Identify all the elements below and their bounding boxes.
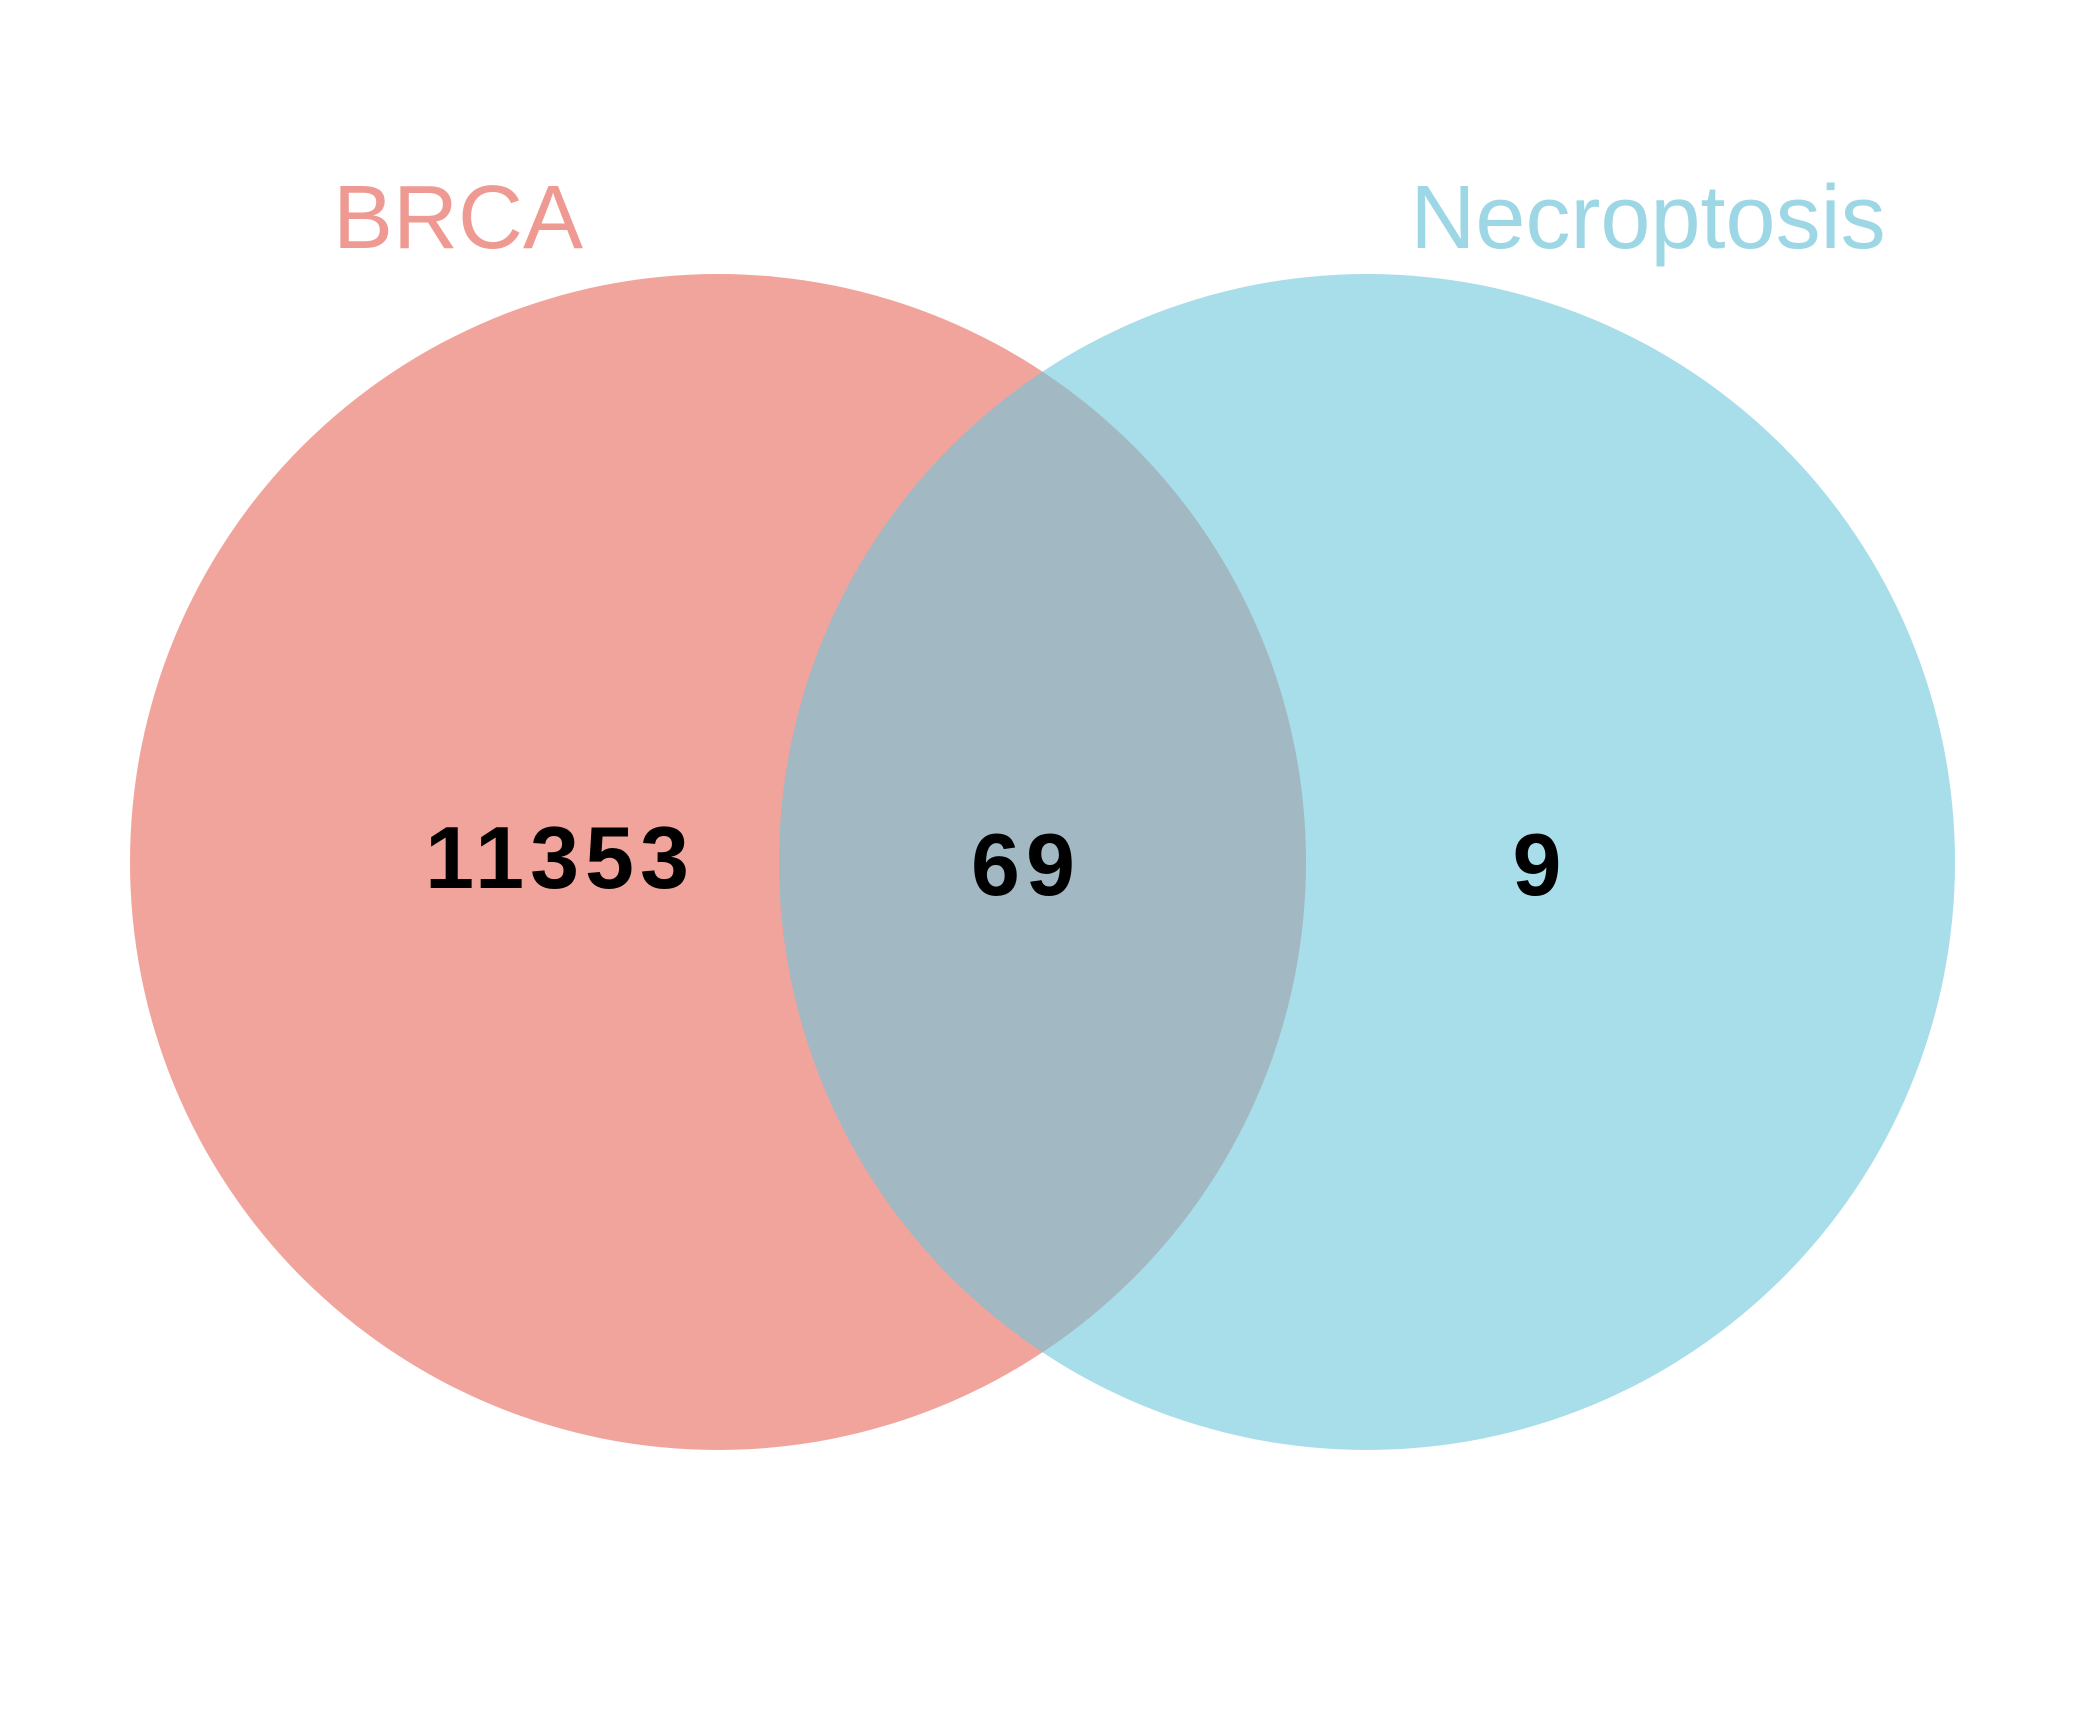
necroptosis-set-label: Necroptosis — [1410, 168, 1885, 268]
necroptosis-set-circle — [779, 274, 1955, 1450]
brca-only-count: 11353 — [425, 808, 695, 907]
brca-set-label: BRCA — [333, 168, 583, 268]
necroptosis-only-count: 9 — [1513, 815, 1568, 914]
intersection-count: 69 — [971, 815, 1081, 914]
